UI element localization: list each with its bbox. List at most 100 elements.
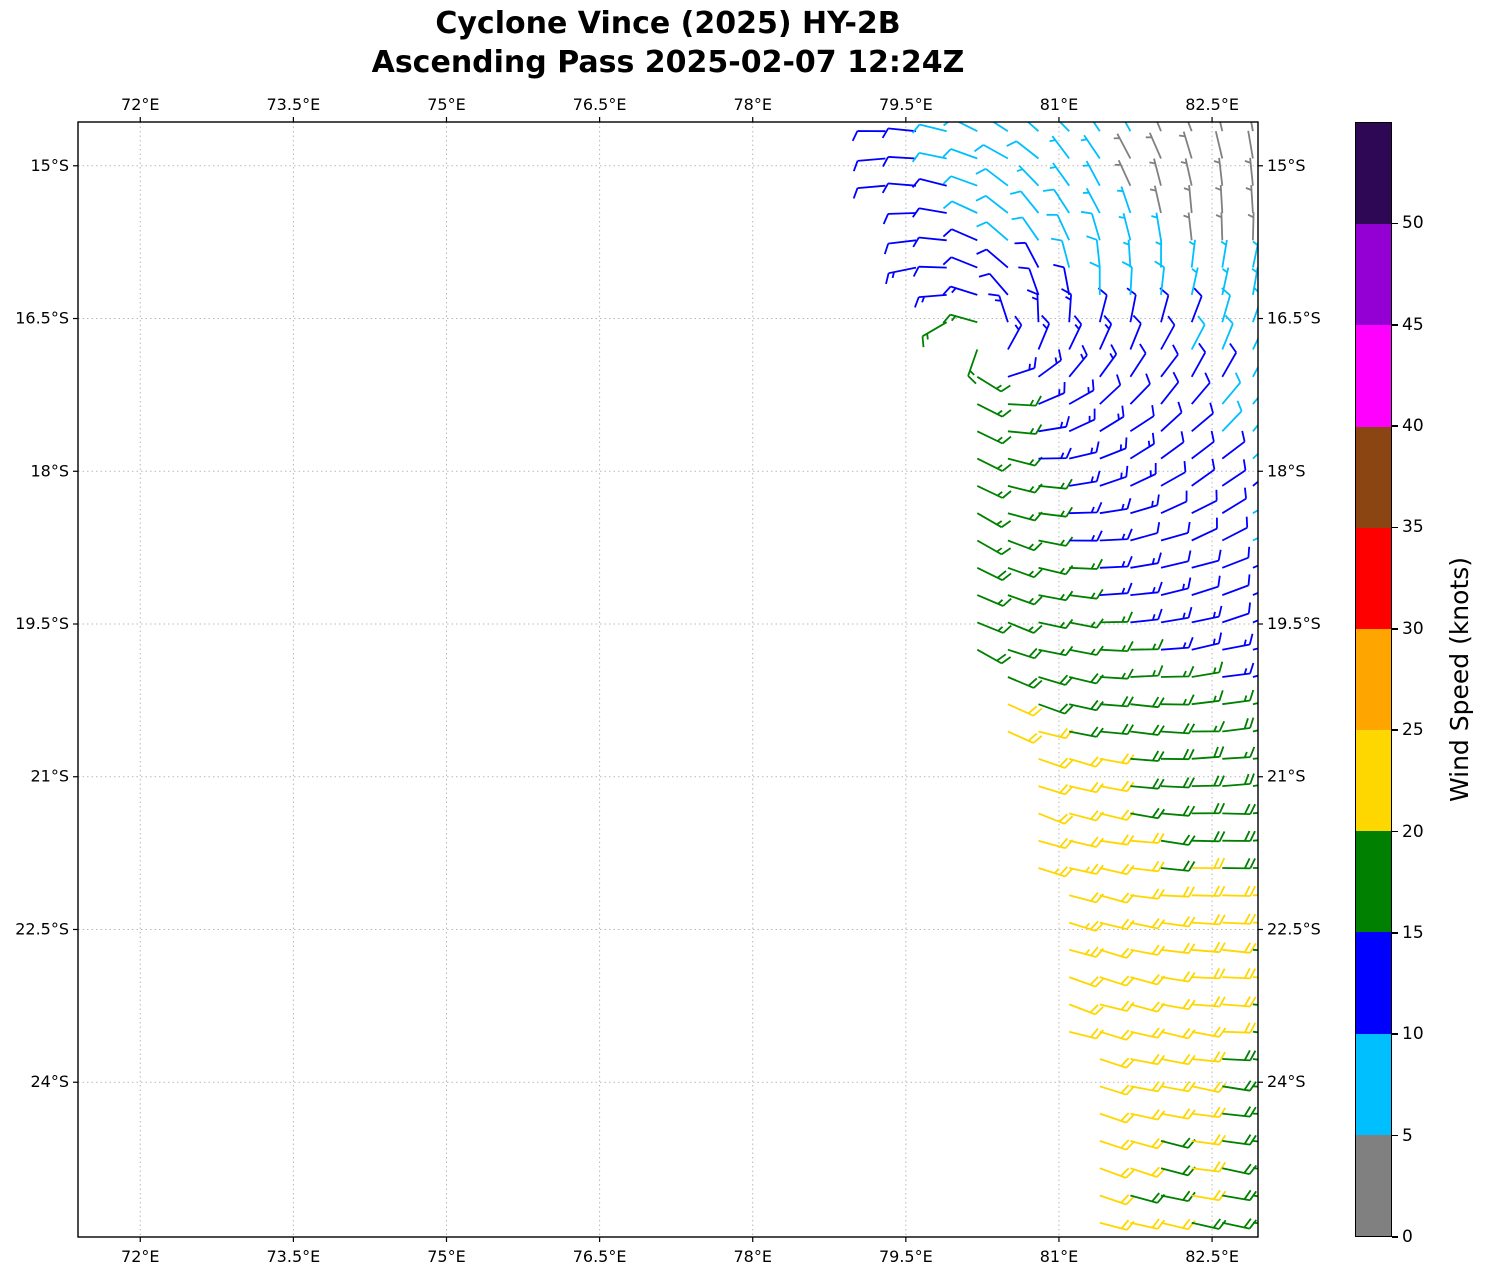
y-tick-label-left: 24°S	[30, 1072, 69, 1091]
wind-barb	[1191, 372, 1211, 405]
wind-barb	[851, 130, 886, 142]
colorbar-tick-label: 35	[1402, 517, 1424, 538]
wind-barb	[1130, 750, 1165, 762]
wind-barb	[1160, 665, 1195, 678]
wind-barb	[1006, 140, 1040, 160]
wind-barb	[1190, 342, 1207, 378]
wind-barb	[1080, 210, 1101, 241]
wind-barb	[1016, 164, 1040, 187]
wind-barb	[1151, 212, 1162, 241]
x-tick-label-bottom: 81°E	[1040, 1247, 1078, 1264]
wind-barb	[1130, 608, 1163, 624]
wind-barb	[975, 168, 1009, 187]
wind-barb	[1068, 1003, 1104, 1016]
colorbar-band	[1356, 325, 1391, 427]
wind-barb	[1099, 892, 1135, 904]
colorbar-label: Wind Speed (knots)	[1412, 122, 1490, 1237]
wind-barb	[1007, 647, 1043, 660]
y-tick-label-left: 18°S	[30, 461, 69, 480]
wind-barb	[1160, 805, 1196, 817]
colorbar-tick	[1392, 323, 1398, 326]
wind-barb	[1191, 517, 1218, 542]
wind-barb	[1222, 633, 1254, 651]
wind-barb	[1252, 452, 1258, 460]
wind-barb	[1099, 555, 1133, 569]
wind-barb	[1252, 396, 1258, 405]
wind-barb	[1038, 478, 1073, 490]
wind-barb	[1222, 996, 1257, 1008]
wind-barb	[1221, 400, 1243, 432]
wind-barb	[911, 152, 947, 163]
wind-barb	[1098, 315, 1113, 350]
wind-barb	[1099, 1057, 1135, 1069]
wind-barb	[1214, 130, 1224, 159]
wind-barb	[1007, 676, 1043, 689]
wind-barb	[1160, 916, 1196, 928]
wind-barb	[1252, 591, 1258, 596]
colorbar-band	[1356, 224, 1391, 326]
wind-barb	[1099, 498, 1132, 515]
wind-barb	[1038, 590, 1074, 602]
wind-barb	[1053, 263, 1071, 296]
wind-barb	[1069, 530, 1103, 542]
axes-border	[77, 121, 1259, 1238]
wind-barb	[1130, 494, 1160, 515]
wind-barb	[1221, 574, 1251, 596]
y-tick-label-right: 19.5°S	[1267, 614, 1321, 633]
wind-barb	[911, 178, 947, 188]
wind-barb	[1049, 162, 1070, 187]
wind-barb	[1191, 885, 1226, 897]
wind-barb	[1222, 858, 1256, 870]
wind-barb	[1099, 809, 1135, 821]
wind-barb	[1099, 374, 1122, 405]
wind-barb	[1130, 665, 1164, 678]
wind-barb	[1099, 947, 1135, 959]
wind-barb	[1222, 1134, 1257, 1146]
wind-barb	[1069, 588, 1104, 600]
wind-barb	[1213, 157, 1224, 186]
wind-barb	[1160, 860, 1196, 872]
wind-barb	[1222, 662, 1255, 678]
wind-barb	[1099, 1139, 1135, 1151]
wind-barb	[1130, 1080, 1166, 1093]
wind-barb	[1187, 122, 1193, 132]
wind-barb	[1215, 212, 1224, 241]
wind-barb	[1038, 837, 1074, 850]
wind-barb	[1117, 186, 1132, 214]
colorbar-band	[1356, 628, 1391, 731]
wind-barb	[942, 200, 978, 214]
wind-barb	[1130, 778, 1165, 790]
wind-barb	[1058, 122, 1070, 132]
wind-barb	[1160, 971, 1196, 983]
wind-barb	[1099, 1219, 1135, 1231]
x-tick-label-bottom: 82.5°E	[1185, 1247, 1239, 1264]
wind-barb	[1221, 267, 1230, 296]
wind-barb	[1222, 1218, 1258, 1230]
wind-barb	[1011, 216, 1040, 241]
wind-barb	[1069, 781, 1104, 794]
wind-barb	[1007, 357, 1037, 378]
colorbar-tick-label: 25	[1402, 720, 1424, 741]
wind-barb	[1007, 424, 1043, 435]
wind-barb	[1191, 605, 1223, 624]
colorbar-tick-label: 45	[1402, 314, 1424, 335]
wind-barb	[883, 239, 917, 255]
wind-barb	[1191, 1189, 1227, 1202]
x-tick-label-bottom: 78°E	[733, 1247, 771, 1264]
wind-barb	[1191, 941, 1226, 954]
wind-barb	[1129, 404, 1155, 433]
wind-barb	[1160, 1027, 1196, 1040]
colorbar-tick-label: 20	[1402, 821, 1424, 842]
wind-barb	[1191, 746, 1225, 760]
wind-barb	[1130, 1053, 1166, 1066]
colorbar-tick	[1392, 1236, 1398, 1238]
wind-barb	[1252, 315, 1258, 350]
wind-barb	[1129, 314, 1142, 350]
colorbar-tick-label: 50	[1402, 213, 1424, 234]
wind-barb	[1099, 405, 1125, 433]
wind-barb	[1038, 536, 1074, 547]
wind-barb	[1130, 1138, 1166, 1150]
wind-barb	[1160, 748, 1195, 761]
colorbar-band	[1356, 730, 1391, 832]
wind-barb	[1130, 944, 1166, 956]
